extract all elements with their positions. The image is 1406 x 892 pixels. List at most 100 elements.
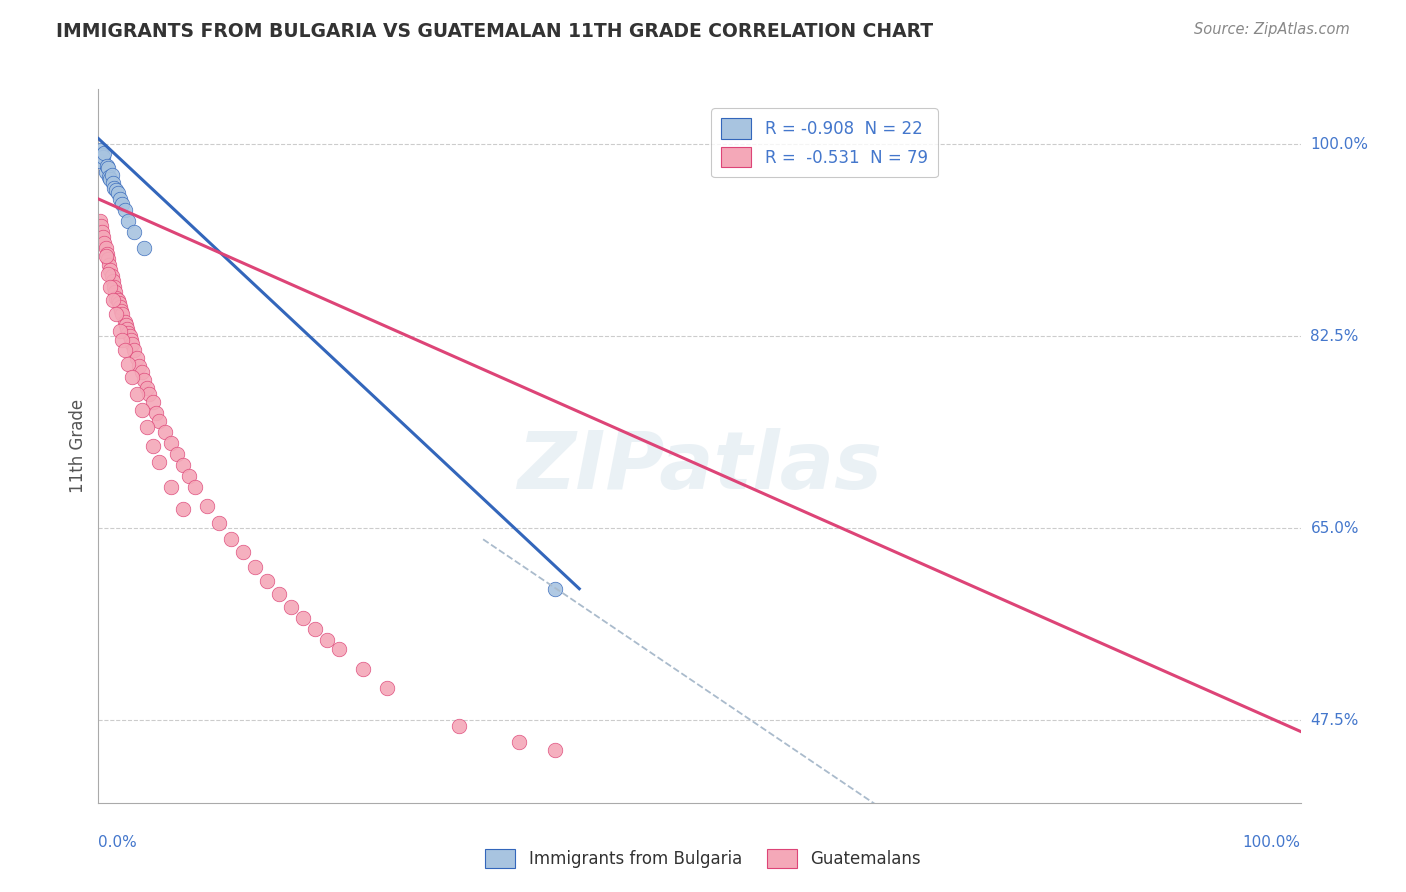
Point [172, 458, 194, 472]
Point [105, 291, 128, 305]
Point [105, 307, 128, 321]
Text: Source: ZipAtlas.com: Source: ZipAtlas.com [1194, 22, 1350, 37]
Point [118, 329, 141, 343]
Point [110, 304, 132, 318]
Point [328, 642, 350, 657]
Point [153, 425, 176, 439]
Point [135, 420, 157, 434]
Point [117, 321, 139, 335]
Point [315, 633, 337, 648]
Point [125, 387, 148, 401]
Point [544, 743, 567, 757]
Point [93, 145, 115, 160]
Point [145, 406, 167, 420]
Point [107, 186, 129, 201]
Point [138, 387, 160, 401]
Point [101, 176, 124, 190]
Point [98, 258, 121, 272]
Point [195, 500, 218, 514]
Text: 0.0%: 0.0% [98, 836, 138, 850]
Point [100, 168, 122, 182]
Point [141, 395, 163, 409]
Text: ZIPatlas: ZIPatlas [517, 428, 882, 507]
Point [544, 582, 567, 596]
Point [96, 247, 118, 261]
Legend: R = -0.908  N = 22, R =  -0.531  N = 79: R = -0.908 N = 22, R = -0.531 N = 79 [711, 108, 938, 178]
Point [108, 300, 131, 314]
Point [90, 143, 112, 157]
Point [219, 533, 242, 547]
Point [125, 351, 148, 366]
Point [447, 719, 470, 733]
Point [105, 183, 128, 197]
Text: 82.5%: 82.5% [1310, 329, 1358, 343]
Point [90, 219, 112, 234]
Legend: Immigrants from Bulgaria, Guatemalans: Immigrants from Bulgaria, Guatemalans [478, 843, 928, 875]
Point [352, 662, 374, 676]
Point [100, 172, 122, 186]
Point [94, 249, 117, 263]
Point [100, 263, 122, 277]
Point [89, 214, 111, 228]
Point [97, 252, 120, 267]
Point [114, 315, 136, 329]
Point [108, 192, 131, 206]
Y-axis label: 11th Grade: 11th Grade [69, 399, 87, 493]
Point [124, 343, 146, 358]
Point [114, 202, 136, 217]
Point [101, 293, 124, 307]
Point [114, 343, 136, 358]
Point [91, 150, 114, 164]
Point [592, 839, 614, 854]
Point [148, 414, 170, 428]
Text: 47.5%: 47.5% [1310, 713, 1358, 728]
Point [93, 235, 115, 250]
Point [280, 600, 302, 615]
Point [104, 285, 127, 300]
Point [94, 164, 117, 178]
Point [111, 333, 134, 347]
Point [131, 366, 153, 380]
Point [172, 501, 194, 516]
Point [91, 225, 114, 239]
Point [97, 161, 120, 176]
Point [108, 296, 131, 310]
Point [243, 559, 266, 574]
Point [256, 574, 278, 588]
Point [208, 516, 231, 530]
Point [232, 545, 254, 559]
Point [159, 480, 181, 494]
Point [108, 324, 131, 338]
Point [91, 148, 114, 162]
Text: 100.0%: 100.0% [1310, 136, 1368, 152]
Point [94, 241, 117, 255]
Point [159, 435, 181, 450]
Point [98, 169, 121, 184]
Text: IMMIGRANTS FROM BULGARIA VS GUATEMALAN 11TH GRADE CORRELATION CHART: IMMIGRANTS FROM BULGARIA VS GUATEMALAN 1… [56, 22, 934, 41]
Point [117, 357, 139, 371]
Point [115, 318, 138, 333]
Point [117, 326, 139, 340]
Point [135, 381, 157, 395]
Point [103, 181, 125, 195]
Point [111, 197, 134, 211]
Text: 65.0%: 65.0% [1310, 521, 1358, 536]
Point [107, 293, 129, 307]
Point [111, 307, 134, 321]
Point [121, 369, 143, 384]
Point [141, 439, 163, 453]
Point [132, 373, 155, 387]
Point [124, 225, 146, 239]
Point [375, 681, 398, 695]
Point [267, 587, 290, 601]
Point [291, 611, 314, 625]
Point [91, 230, 114, 244]
Point [117, 214, 139, 228]
Point [100, 268, 122, 283]
Point [183, 480, 205, 494]
Point [304, 623, 326, 637]
Point [101, 274, 124, 288]
Point [166, 447, 188, 461]
Point [508, 735, 530, 749]
Point [89, 153, 111, 168]
